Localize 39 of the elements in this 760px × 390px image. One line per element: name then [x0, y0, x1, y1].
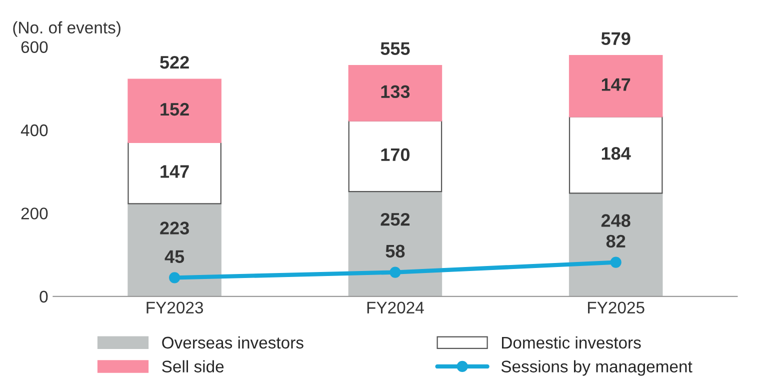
- bar: [348, 64, 442, 122]
- legend-label: Sell side: [162, 360, 224, 372]
- y-tick-label: 400: [20, 124, 48, 136]
- legend-label: Sessions by management: [501, 360, 692, 376]
- legend-label: Overseas investors: [162, 336, 304, 349]
- total-label: 579: [601, 32, 630, 46]
- x-tick-label: FY2025: [588, 302, 644, 314]
- data-label: 248: [601, 214, 630, 227]
- x-tick-label: FY2023: [146, 302, 204, 314]
- data-label: 147: [602, 78, 630, 91]
- data-label: 152: [160, 102, 189, 116]
- total-label: 522: [160, 56, 189, 69]
- data-label: 184: [602, 147, 631, 160]
- y-tick-label: 200: [21, 208, 48, 220]
- data-label: 170: [381, 148, 410, 162]
- point: [610, 256, 622, 268]
- legend-label: Domestic investors: [502, 336, 641, 349]
- point: [169, 272, 180, 284]
- bar: [568, 192, 663, 296]
- bar: [348, 191, 442, 296]
- data-label: 147: [160, 165, 189, 178]
- data-label: 45: [164, 250, 184, 263]
- bar: [348, 120, 442, 192]
- data-label: 133: [381, 85, 410, 98]
- x-tick-label: FY2024: [367, 302, 424, 314]
- point: [390, 266, 401, 278]
- bar: [128, 78, 222, 144]
- data-label: 82: [606, 234, 626, 248]
- total-label: 555: [380, 42, 410, 56]
- bar: [128, 142, 222, 204]
- y-tick-label: 0: [40, 290, 48, 303]
- data-label: 58: [386, 244, 405, 258]
- bar: [128, 203, 222, 296]
- data-label: 223: [160, 222, 189, 234]
- y-tick-label: 600: [21, 41, 48, 54]
- data-label: 252: [380, 212, 410, 226]
- bar: [568, 54, 663, 118]
- y-axis-title: (No. of events): [13, 21, 120, 37]
- bar: [568, 116, 663, 194]
